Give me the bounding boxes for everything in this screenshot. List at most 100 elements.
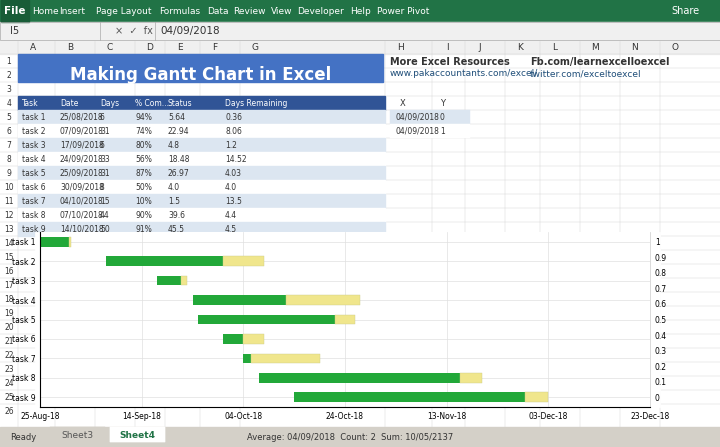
Text: 80%: 80% <box>135 140 152 149</box>
Bar <box>251 354 320 363</box>
Text: 4.0: 4.0 <box>168 182 180 191</box>
Bar <box>18 166 385 180</box>
Bar <box>18 194 385 208</box>
Text: 10%: 10% <box>135 197 152 206</box>
Bar <box>222 256 264 266</box>
Bar <box>0 22 720 40</box>
Bar <box>243 354 251 363</box>
Text: 7: 7 <box>6 140 12 149</box>
Text: 07/10/2018: 07/10/2018 <box>60 211 104 219</box>
Text: task 5: task 5 <box>22 169 45 177</box>
Text: D: D <box>147 42 153 51</box>
Text: Sheet3: Sheet3 <box>61 430 93 439</box>
Text: 90%: 90% <box>135 211 152 219</box>
Text: 19: 19 <box>4 308 14 317</box>
Text: F: F <box>212 42 217 51</box>
Text: Ready: Ready <box>10 433 36 442</box>
Text: 39.6: 39.6 <box>168 211 185 219</box>
Text: B: B <box>67 42 73 51</box>
Text: 15: 15 <box>100 197 109 206</box>
Text: Task: Task <box>22 98 39 107</box>
Bar <box>335 315 355 325</box>
Bar <box>18 180 385 194</box>
Text: 25/08/2018: 25/08/2018 <box>60 113 104 122</box>
Text: 91%: 91% <box>135 224 152 233</box>
Bar <box>18 152 385 166</box>
Text: 94%: 94% <box>135 113 152 122</box>
Text: 8.06: 8.06 <box>225 127 242 135</box>
Text: Date: Date <box>60 98 78 107</box>
Text: Share: Share <box>672 6 700 16</box>
Text: task 8: task 8 <box>22 211 45 219</box>
Text: 23: 23 <box>4 364 14 374</box>
Bar <box>390 124 470 138</box>
Text: 14.52: 14.52 <box>225 155 247 164</box>
Text: 4.4: 4.4 <box>225 211 237 219</box>
Text: % Com...: % Com... <box>135 98 169 107</box>
Text: L: L <box>552 42 557 51</box>
Bar <box>18 54 383 82</box>
Text: Data: Data <box>207 7 228 16</box>
Text: 21: 21 <box>4 337 14 346</box>
Text: O: O <box>672 42 678 51</box>
Text: 31: 31 <box>100 169 109 177</box>
Bar <box>0 40 720 54</box>
Text: 14: 14 <box>4 239 14 248</box>
Text: 26: 26 <box>4 406 14 416</box>
Text: 04/10/2018: 04/10/2018 <box>60 197 104 206</box>
Text: Y: Y <box>440 98 445 107</box>
Bar <box>192 295 287 305</box>
Bar <box>181 276 187 286</box>
Text: 45.5: 45.5 <box>168 224 185 233</box>
Text: 2: 2 <box>6 71 12 80</box>
Bar <box>18 138 385 152</box>
Text: 14/10/2018: 14/10/2018 <box>60 224 104 233</box>
Text: I: I <box>446 42 449 51</box>
Text: 6: 6 <box>6 127 12 135</box>
Text: 25/09/2018: 25/09/2018 <box>60 169 104 177</box>
Text: E: E <box>177 42 183 51</box>
Text: 10: 10 <box>4 182 14 191</box>
Text: 4: 4 <box>6 98 12 107</box>
Text: 3: 3 <box>6 84 12 93</box>
Bar <box>18 96 385 110</box>
Bar <box>390 110 470 124</box>
Text: File: File <box>4 6 26 16</box>
Text: 13: 13 <box>4 224 14 233</box>
Text: 1: 1 <box>6 56 12 66</box>
Bar <box>287 295 360 305</box>
Text: 9: 9 <box>6 169 12 177</box>
Bar <box>106 256 222 266</box>
Text: 11: 11 <box>4 197 14 206</box>
Text: 04/09/2018: 04/09/2018 <box>395 113 439 122</box>
Text: 33: 33 <box>100 155 109 164</box>
Text: 04/09/2018: 04/09/2018 <box>395 127 439 135</box>
Bar <box>526 392 549 402</box>
Text: 17/09/2018: 17/09/2018 <box>60 140 104 149</box>
Bar <box>1 0 29 22</box>
Text: 87%: 87% <box>135 169 152 177</box>
Bar <box>197 315 335 325</box>
Bar <box>243 334 264 344</box>
FancyBboxPatch shape <box>110 427 165 442</box>
Text: 8: 8 <box>100 182 104 191</box>
Text: H: H <box>397 42 403 51</box>
Text: 56%: 56% <box>135 155 152 164</box>
Text: 6: 6 <box>100 113 105 122</box>
Bar <box>0 40 720 427</box>
Bar <box>0 0 720 22</box>
Bar <box>258 373 460 383</box>
Text: Power Pivot: Power Pivot <box>377 7 430 16</box>
FancyBboxPatch shape <box>50 427 105 442</box>
Text: 17: 17 <box>4 281 14 290</box>
Text: 5.64: 5.64 <box>168 113 185 122</box>
Bar <box>223 334 243 344</box>
Text: M: M <box>591 42 599 51</box>
Text: 0: 0 <box>440 113 445 122</box>
Text: twitter.com/exceltoexcel: twitter.com/exceltoexcel <box>530 69 642 79</box>
Text: 44: 44 <box>100 211 109 219</box>
Text: Developer: Developer <box>297 7 344 16</box>
Text: 4.8: 4.8 <box>168 140 180 149</box>
Text: 50%: 50% <box>135 182 152 191</box>
Bar <box>40 237 68 247</box>
